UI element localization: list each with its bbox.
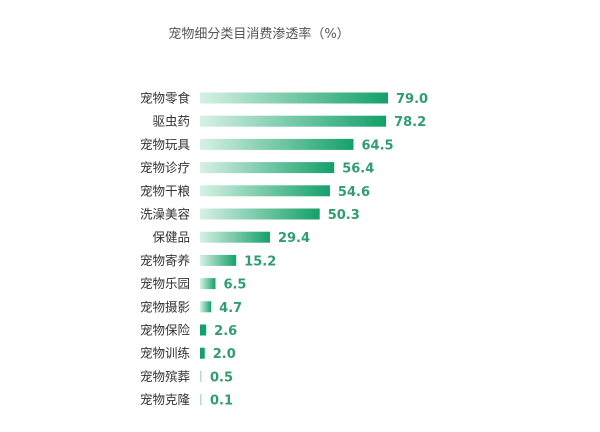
bar [200, 394, 202, 406]
value-label: 2.6 [214, 324, 237, 339]
bar-row: 宠物寄养 15.2 [140, 253, 276, 270]
bar-row: 宠物保险 2.6 [140, 323, 237, 340]
bar-row: 宠物训练 2.0 [140, 346, 236, 363]
category-label: 宠物保险 [140, 323, 191, 338]
category-label: 保健品 [152, 230, 190, 245]
bar [200, 254, 237, 266]
category-label: 洗澡美容 [140, 207, 190, 222]
category-label: 宠物零食 [140, 91, 191, 106]
value-label: 4.7 [219, 301, 242, 316]
bar-row: 宠物乐园 6.5 [140, 276, 247, 293]
bar-row: 宠物诊疗 56.4 [140, 160, 374, 177]
value-label: 6.5 [223, 278, 246, 293]
bars-layer: 宠物零食 79.0 驱虫药 78.2 宠物玩具 64.5 宠物诊疗 56.4 宠物干粮 54.6 洗… [140, 91, 428, 409]
bar-row: 宠物玩具 64.5 [140, 137, 394, 154]
value-label: 2.0 [213, 347, 236, 362]
category-label: 宠物殡葬 [140, 369, 190, 384]
bar-row: 宠物克隆 0.1 [140, 392, 233, 409]
bar-row: 宠物摄影 4.7 [140, 299, 242, 316]
category-label: 宠物干粮 [140, 183, 191, 198]
bar [200, 324, 207, 336]
bar [200, 115, 387, 127]
value-label: 78.2 [394, 115, 426, 130]
bar [200, 162, 335, 174]
category-label: 宠物摄影 [140, 299, 191, 314]
bar-row: 保健品 29.4 [152, 230, 310, 247]
value-label: 56.4 [342, 162, 374, 177]
category-label: 宠物乐园 [140, 276, 190, 291]
value-label: 0.5 [210, 370, 233, 385]
bar [200, 231, 270, 243]
category-label: 宠物诊疗 [140, 160, 190, 175]
bar [200, 208, 320, 220]
value-label: 54.6 [338, 185, 370, 200]
bar [200, 278, 216, 290]
category-label: 宠物寄养 [140, 253, 190, 268]
category-label: 宠物玩具 [140, 137, 191, 152]
value-label: 64.5 [361, 138, 393, 153]
bar [200, 92, 388, 104]
value-label: 50.3 [328, 208, 360, 223]
value-label: 0.1 [210, 394, 233, 409]
category-label: 宠物训练 [140, 346, 191, 361]
value-label: 15.2 [244, 254, 276, 269]
bar-row: 宠物殡葬 0.5 [140, 369, 233, 386]
bar-row: 宠物干粮 54.6 [140, 183, 370, 200]
bar-row: 驱虫药 78.2 [152, 114, 426, 131]
bar-row: 宠物零食 79.0 [140, 91, 428, 108]
bar-row: 洗澡美容 50.3 [140, 207, 360, 224]
bar [200, 185, 330, 197]
value-label: 29.4 [278, 231, 310, 246]
value-label: 79.0 [396, 92, 428, 107]
bar [200, 370, 202, 382]
chart-title: 宠物细分类目消费渗透率（%） [168, 26, 349, 42]
bar [200, 347, 205, 359]
category-label: 驱虫药 [152, 114, 190, 129]
category-label: 宠物克隆 [140, 392, 191, 407]
bar [200, 138, 354, 150]
bar [200, 301, 212, 313]
